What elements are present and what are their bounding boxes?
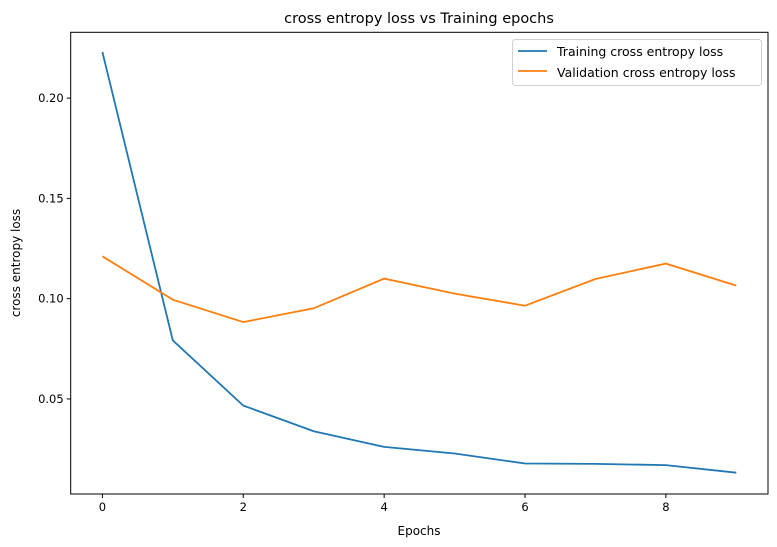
legend: Training cross entropy loss Validation c… — [512, 39, 762, 86]
y-axis-label: cross entropy loss — [9, 209, 23, 317]
y-tick-label: 0.10 — [38, 292, 64, 306]
x-tick-label: 6 — [521, 500, 528, 514]
chart-title: cross entropy loss vs Training epochs — [284, 11, 554, 27]
y-tick-label: 0.15 — [38, 191, 64, 205]
legend-label-validation: Validation cross entropy loss — [557, 65, 736, 80]
y-tick-label: 0.05 — [38, 392, 64, 406]
legend-label-training: Training cross entropy loss — [556, 44, 723, 59]
x-tick-label: 4 — [380, 500, 387, 514]
series-line-validation — [101, 255, 737, 324]
x-tick-label: 0 — [99, 500, 106, 514]
x-tick-label: 8 — [662, 500, 669, 514]
x-tick-label: 2 — [240, 500, 247, 514]
legend-box — [512, 39, 762, 86]
x-axis-label: Epochs — [398, 524, 441, 538]
axes-frame — [70, 31, 769, 495]
y-tick-label: 0.20 — [38, 91, 64, 105]
series-line-training — [101, 51, 737, 474]
